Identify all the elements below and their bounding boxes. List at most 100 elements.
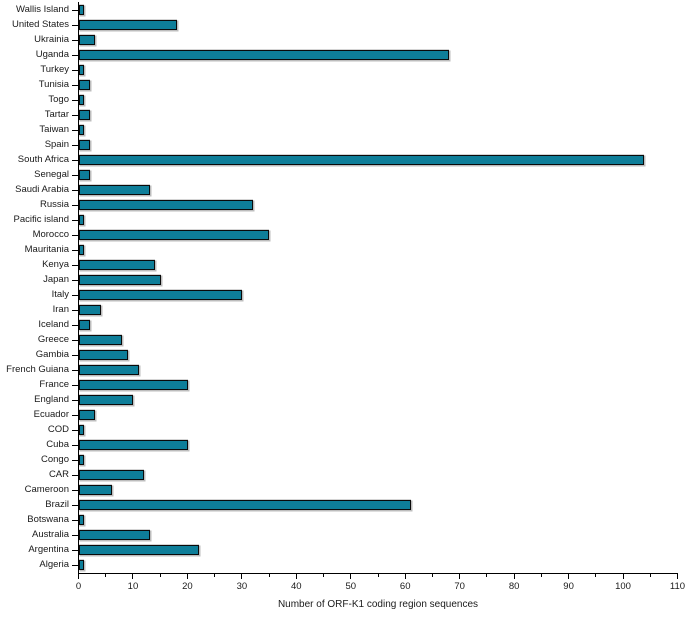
- category-label: French Guiana: [6, 363, 69, 375]
- category-label: COD: [47, 423, 69, 435]
- bar-row: Botswana: [27, 513, 677, 528]
- bar: [79, 214, 85, 225]
- bar: [79, 274, 161, 285]
- category-label: Cuba: [46, 438, 69, 450]
- y-tick: [72, 565, 78, 567]
- category-label: Gambia: [35, 348, 69, 360]
- x-minor-tick: [377, 574, 379, 577]
- category-label: Ecuador: [33, 408, 69, 420]
- bar-row: Pacific island: [14, 212, 677, 227]
- x-minor-tick: [595, 574, 597, 577]
- bar: [79, 379, 188, 390]
- y-tick: [72, 174, 78, 176]
- x-tick-label: 10: [127, 581, 139, 592]
- x-minor-tick: [431, 574, 433, 577]
- category-label: Turkey: [40, 63, 69, 75]
- category-label: Iceland: [38, 318, 69, 330]
- bar: [79, 229, 270, 240]
- category-label: Pacific island: [13, 213, 69, 225]
- x-tick-label: 50: [345, 581, 357, 592]
- bar-row: France: [39, 377, 677, 392]
- y-tick: [72, 294, 78, 296]
- bar-row: Cuba: [46, 437, 677, 452]
- x-major-tick: [568, 574, 570, 579]
- x-tick-label: 80: [508, 581, 520, 592]
- x-tick-label: 90: [563, 581, 574, 592]
- bar-row: Iran: [53, 302, 677, 317]
- bar-row: Iceland: [38, 317, 677, 332]
- x-major-tick: [677, 574, 678, 579]
- y-tick: [72, 384, 78, 386]
- bar-row: Gambia: [36, 347, 677, 362]
- x-axis-line: [78, 573, 678, 575]
- bar: [79, 545, 199, 556]
- bar-row: Turkey: [40, 62, 677, 77]
- bar: [79, 530, 150, 541]
- bar: [79, 515, 85, 526]
- y-tick: [72, 24, 78, 26]
- category-label: United States: [11, 18, 69, 30]
- category-label: Italy: [51, 288, 69, 300]
- y-tick: [72, 459, 78, 461]
- category-label: South Africa: [17, 153, 69, 165]
- x-major-tick: [132, 574, 134, 579]
- bar: [79, 4, 85, 15]
- y-tick: [72, 399, 78, 401]
- bar: [79, 109, 90, 120]
- y-tick: [72, 144, 78, 146]
- bar-row: Algeria: [39, 558, 677, 573]
- bar-row: Tunisia: [39, 77, 677, 92]
- bar: [79, 199, 253, 210]
- x-major-tick: [241, 574, 243, 579]
- bar-row: England: [34, 392, 677, 407]
- y-tick: [72, 189, 78, 191]
- category-label: Australia: [32, 529, 69, 541]
- y-tick: [72, 429, 78, 431]
- bar: [79, 19, 177, 30]
- bar-row: Uganda: [36, 47, 677, 62]
- x-minor-tick: [540, 574, 542, 577]
- y-tick: [72, 414, 78, 416]
- category-label: Russia: [39, 198, 69, 210]
- category-label: Togo: [48, 93, 69, 105]
- bar: [79, 304, 101, 315]
- bar-row: Senegal: [34, 167, 677, 182]
- y-tick: [72, 204, 78, 206]
- x-tick-label: 40: [291, 581, 302, 592]
- category-label: Saudi Arabia: [15, 183, 69, 195]
- bar-row: Ukrainia: [34, 32, 677, 47]
- x-major-tick: [622, 574, 624, 579]
- bar-row: South Africa: [18, 152, 677, 167]
- x-tick-label: 110: [669, 581, 685, 592]
- bar: [79, 409, 96, 420]
- bar-row: Spain: [45, 137, 677, 152]
- bar: [79, 439, 188, 450]
- x-minor-tick: [159, 574, 161, 577]
- y-tick: [72, 99, 78, 101]
- y-tick: [72, 354, 78, 356]
- category-label: Brazil: [45, 499, 69, 511]
- category-label: Iran: [52, 303, 69, 315]
- bar: [79, 500, 411, 511]
- x-major-tick: [513, 574, 515, 579]
- x-minor-tick: [486, 574, 488, 577]
- category-label: Argentina: [28, 544, 69, 556]
- bar: [79, 49, 449, 60]
- x-minor-tick: [649, 574, 651, 577]
- y-tick: [72, 520, 78, 522]
- y-tick: [72, 54, 78, 56]
- y-tick: [72, 369, 78, 371]
- bar-row: Brazil: [45, 498, 677, 513]
- bar: [79, 424, 85, 435]
- category-label: Uganda: [35, 48, 69, 60]
- category-label: Congo: [41, 453, 69, 465]
- x-axis-title: Number of ORF-K1 coding region sequences: [277, 599, 479, 610]
- y-tick: [72, 39, 78, 41]
- bar: [79, 259, 156, 270]
- bar-row: CAR: [49, 467, 677, 482]
- bar-row: Japan: [43, 272, 677, 287]
- category-label: Greece: [37, 333, 69, 345]
- category-label: Mauritania: [24, 243, 69, 255]
- bar: [79, 139, 90, 150]
